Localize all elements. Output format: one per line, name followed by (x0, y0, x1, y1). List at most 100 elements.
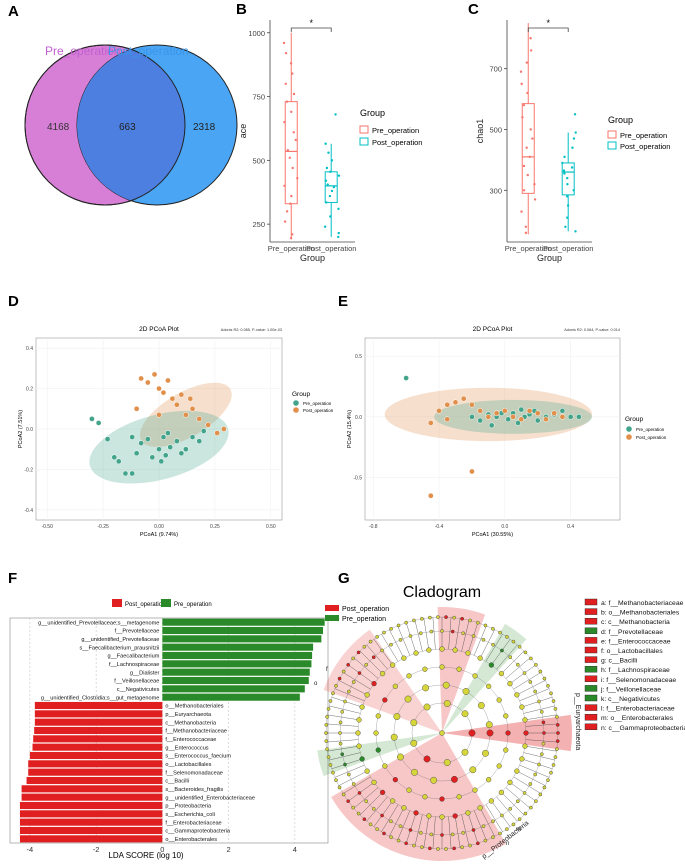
tree-node (498, 630, 502, 635)
tree-node (347, 689, 351, 694)
lda-bar-label: o__Lactobacillales (165, 762, 211, 768)
tree-node (443, 700, 451, 707)
tree-branch (525, 723, 558, 727)
y-axis-title: PCoA2 (7.51%) (18, 410, 24, 448)
data-point (452, 399, 459, 406)
panel-label-e: E (338, 293, 348, 310)
key-swatch (584, 646, 598, 654)
tree-branch (467, 812, 479, 844)
tree-branch (509, 782, 536, 802)
tree-branch (496, 644, 518, 670)
lda-bar-label: s__Escherichia_coli (165, 812, 214, 818)
tree-node (325, 715, 329, 719)
lda-bar-label: c__Gammaproteobacteria (165, 829, 231, 835)
tree-branch (485, 804, 503, 832)
data-point (573, 113, 577, 116)
data-point (160, 434, 167, 440)
tree-node (539, 752, 544, 757)
tree-branch (373, 639, 393, 666)
tree-branch (461, 620, 470, 652)
data-point (174, 401, 180, 408)
y-tick-label: 750 (252, 93, 265, 102)
data-point (286, 148, 290, 152)
data-point (330, 189, 334, 193)
tree-node (505, 635, 509, 639)
lda-bar (162, 635, 322, 643)
tree-branch (359, 650, 383, 674)
venn-outline-pre (24, 44, 186, 206)
tree-branch (353, 787, 379, 809)
tree-node (408, 634, 413, 638)
lda-bar-label: c__Negativicutes (117, 687, 160, 693)
data-point (436, 407, 442, 414)
data-point (285, 210, 289, 213)
clade-highlight-bacilli (323, 629, 442, 733)
key-swatch (584, 666, 598, 673)
data-point (329, 215, 332, 218)
data-point (570, 166, 574, 169)
tree-branch (343, 672, 371, 690)
tree-branch (389, 807, 405, 837)
tree-node (380, 789, 386, 795)
data-point (205, 422, 212, 428)
key-label: f: o__Lactobacillales (601, 648, 663, 655)
tree-branch (467, 622, 479, 654)
tree-node (423, 755, 431, 763)
lda-bar (34, 718, 163, 726)
tree-node (373, 730, 379, 736)
box-chart-ace: 250 500 750 1000 Pre_operationPost_operation… (238, 18, 356, 263)
data-point (111, 454, 118, 461)
data-point (89, 416, 95, 422)
lda-bar-label: g__unidentified_Clostridia;s__gut_metage… (41, 695, 159, 701)
data-point (566, 183, 569, 186)
lda-bar-label: f__Prevotellaceae (115, 629, 160, 635)
data-point (138, 440, 144, 447)
tree-node (328, 699, 333, 703)
tree-node (517, 644, 522, 649)
x-tick-label: 0 (160, 845, 164, 854)
tree-branch (348, 782, 375, 802)
tree-node (398, 638, 403, 642)
data-point (330, 159, 334, 162)
tree-node (357, 791, 362, 795)
lda-bar (162, 676, 309, 685)
tree-node (537, 699, 541, 704)
tree-node (325, 747, 329, 751)
tree-node (408, 828, 413, 832)
tree-branch (353, 657, 379, 679)
lda-bar-label: g__unidentified_Enterobacteriaceae (165, 795, 255, 801)
data-point (563, 155, 566, 159)
data-point (576, 414, 582, 420)
tree-node (422, 684, 429, 692)
tree-node (324, 723, 329, 727)
tree-node (375, 827, 379, 831)
tree-node (371, 681, 377, 687)
tree-node (469, 766, 477, 774)
x-axis-title: Group (300, 253, 325, 263)
tree-node (472, 787, 478, 793)
lda-bar (28, 768, 163, 776)
tree-branch (326, 723, 359, 727)
tree-branch (359, 792, 383, 816)
tree-node (498, 671, 504, 677)
tree-node (338, 720, 343, 725)
legend-swatch-pre-b (359, 125, 369, 134)
tree-node (529, 805, 533, 810)
tree-node (418, 830, 423, 835)
tree-node (355, 730, 361, 736)
data-point (129, 470, 136, 477)
x-tick-label: Post_operation (306, 244, 356, 253)
tree-node (364, 692, 370, 698)
data-point (149, 454, 156, 461)
legend-swatch-post-c (607, 141, 617, 150)
tree-node (555, 739, 560, 743)
tree-node (346, 663, 350, 667)
tree-node (375, 713, 381, 719)
x-tick-label: -0.8 (369, 524, 378, 530)
tree-node (359, 756, 365, 762)
tree-branch (389, 629, 405, 659)
lda-xlabel: LDA SCORE (log 10) (108, 851, 183, 860)
panel-c: C 300500700Pre_operationPost_operation*G… (468, 1, 670, 263)
data-point (566, 204, 570, 207)
tree-branch (523, 705, 555, 714)
